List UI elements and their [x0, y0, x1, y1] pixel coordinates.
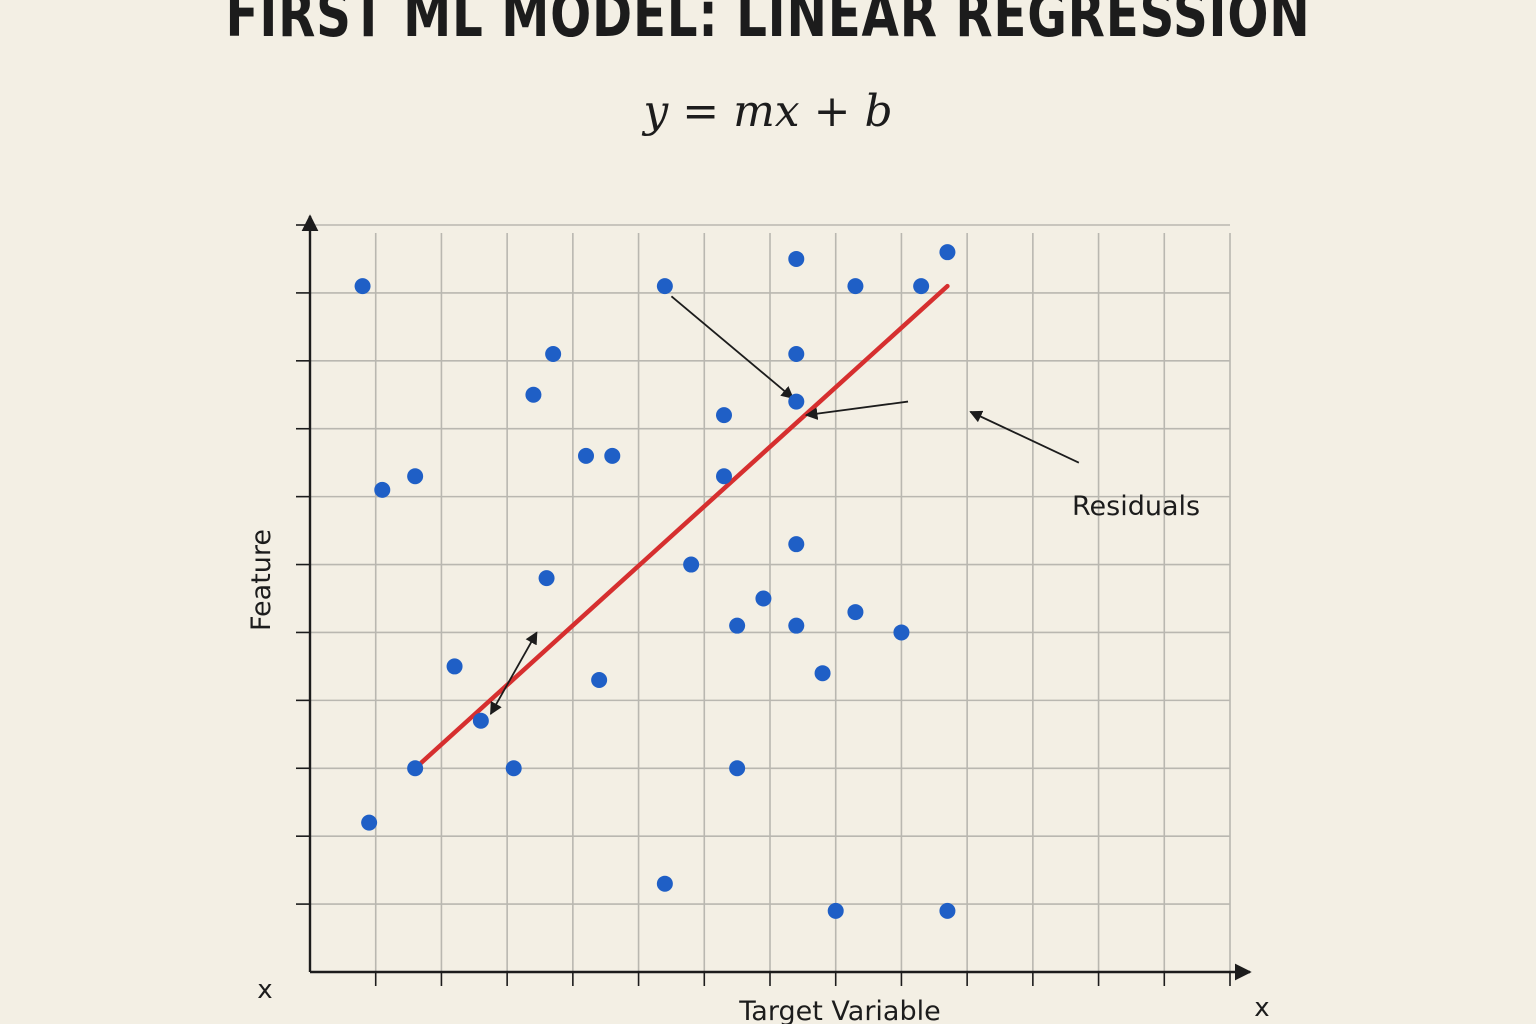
data-point [893, 624, 910, 641]
data-point [656, 875, 673, 892]
data-point [788, 536, 805, 553]
page-title: FIRST ML MODEL: LINEAR REGRESSION [225, 0, 1311, 51]
data-point [913, 278, 930, 295]
data-point [729, 617, 746, 634]
residual-arrow [804, 400, 909, 420]
data-point [716, 407, 732, 424]
regression-line [412, 283, 950, 771]
residual-arrow [969, 410, 1080, 464]
data-points [354, 244, 956, 919]
chart-axes [301, 214, 1252, 981]
origin-label: x [257, 975, 272, 1005]
data-point [591, 671, 608, 688]
data-point [407, 760, 424, 777]
data-point [755, 590, 772, 607]
regression-line-group [412, 283, 950, 771]
data-point [788, 393, 805, 410]
chart-grid [296, 224, 1231, 986]
data-point [538, 570, 555, 587]
data-point [472, 712, 489, 729]
data-point [407, 468, 424, 485]
residual-arrows [489, 295, 1080, 716]
regression-equation: y = mx + b [643, 86, 893, 137]
data-point [354, 278, 371, 295]
data-point [683, 556, 700, 573]
residuals-annotation: Residuals [1072, 491, 1200, 522]
data-point [525, 386, 542, 403]
x-axis-end-label: x [1254, 993, 1269, 1023]
y-axis-label: Feature [246, 529, 277, 631]
data-point [578, 447, 594, 464]
residual-arrow [489, 631, 538, 716]
data-point [545, 346, 562, 363]
data-point [939, 902, 956, 919]
data-point [847, 604, 864, 621]
data-point [361, 814, 378, 831]
data-point [788, 346, 805, 363]
residual-arrow [670, 295, 794, 399]
data-point [939, 244, 956, 261]
data-point [656, 278, 673, 295]
data-point [788, 617, 805, 634]
data-point [847, 278, 864, 295]
data-point [604, 447, 621, 464]
data-point [729, 760, 746, 777]
data-point [814, 665, 831, 682]
data-point [505, 760, 522, 777]
data-point [827, 902, 844, 919]
data-point [788, 250, 805, 267]
data-point [446, 658, 463, 675]
data-point [374, 481, 391, 498]
x-axis-label: Target Variable [738, 996, 940, 1024]
data-point [716, 468, 732, 485]
